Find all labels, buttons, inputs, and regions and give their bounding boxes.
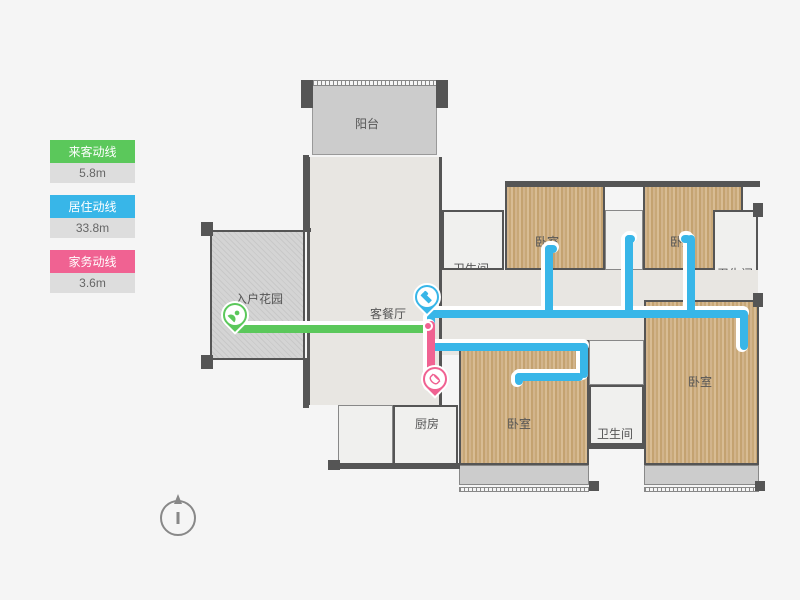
utility (338, 405, 393, 465)
balcony-label: 阳台 (355, 115, 379, 132)
balcony-rail (312, 80, 437, 86)
floor-plan: 阳台 入户花园 客餐厅 卫生间 卧室 卧室 卫生间 厨房 卧室 卫生间 卧室 (215, 105, 760, 495)
living-label: 客餐厅 (370, 305, 406, 322)
column (755, 481, 765, 491)
legend-chore: 家务动线 3.6m (50, 250, 135, 293)
bed4-label: 卧室 (688, 373, 712, 390)
bedroom-1 (505, 185, 605, 270)
legend-chore-label: 家务动线 (50, 250, 135, 273)
corridor (442, 270, 758, 300)
legend-guest-label: 来客动线 (50, 140, 135, 163)
living-marker (413, 283, 443, 321)
column (753, 293, 763, 307)
compass-icon (160, 500, 196, 536)
column (201, 355, 213, 369)
legend-guest-value: 5.8m (50, 163, 135, 183)
balcony-s1 (459, 465, 589, 485)
legend-living-value: 33.8m (50, 218, 135, 238)
legend-living: 居住动线 33.8m (50, 195, 135, 238)
closet-2 (589, 340, 644, 385)
wall (335, 463, 460, 469)
guest-start-marker (221, 301, 251, 339)
route-legend: 来客动线 5.8m 居住动线 33.8m 家务动线 3.6m (50, 140, 135, 305)
kitchen-label: 厨房 (415, 415, 439, 432)
legend-chore-value: 3.6m (50, 273, 135, 293)
column (753, 203, 763, 217)
column (436, 80, 448, 108)
rail (644, 487, 759, 492)
chore-marker (421, 365, 451, 403)
hub-node (423, 321, 433, 331)
bedroom-3 (459, 340, 589, 465)
legend-living-label: 居住动线 (50, 195, 135, 218)
column (589, 481, 599, 491)
wall (505, 181, 760, 187)
wall (303, 155, 309, 230)
column (201, 222, 213, 236)
bath3-label: 卫生间 (597, 425, 633, 442)
wall (303, 358, 309, 408)
column (301, 80, 313, 108)
kitchen (393, 405, 458, 465)
legend-guest: 来客动线 5.8m (50, 140, 135, 183)
wall (589, 443, 644, 449)
rail (459, 487, 589, 492)
balcony-s2 (644, 465, 759, 485)
bed3-label: 卧室 (507, 415, 531, 432)
